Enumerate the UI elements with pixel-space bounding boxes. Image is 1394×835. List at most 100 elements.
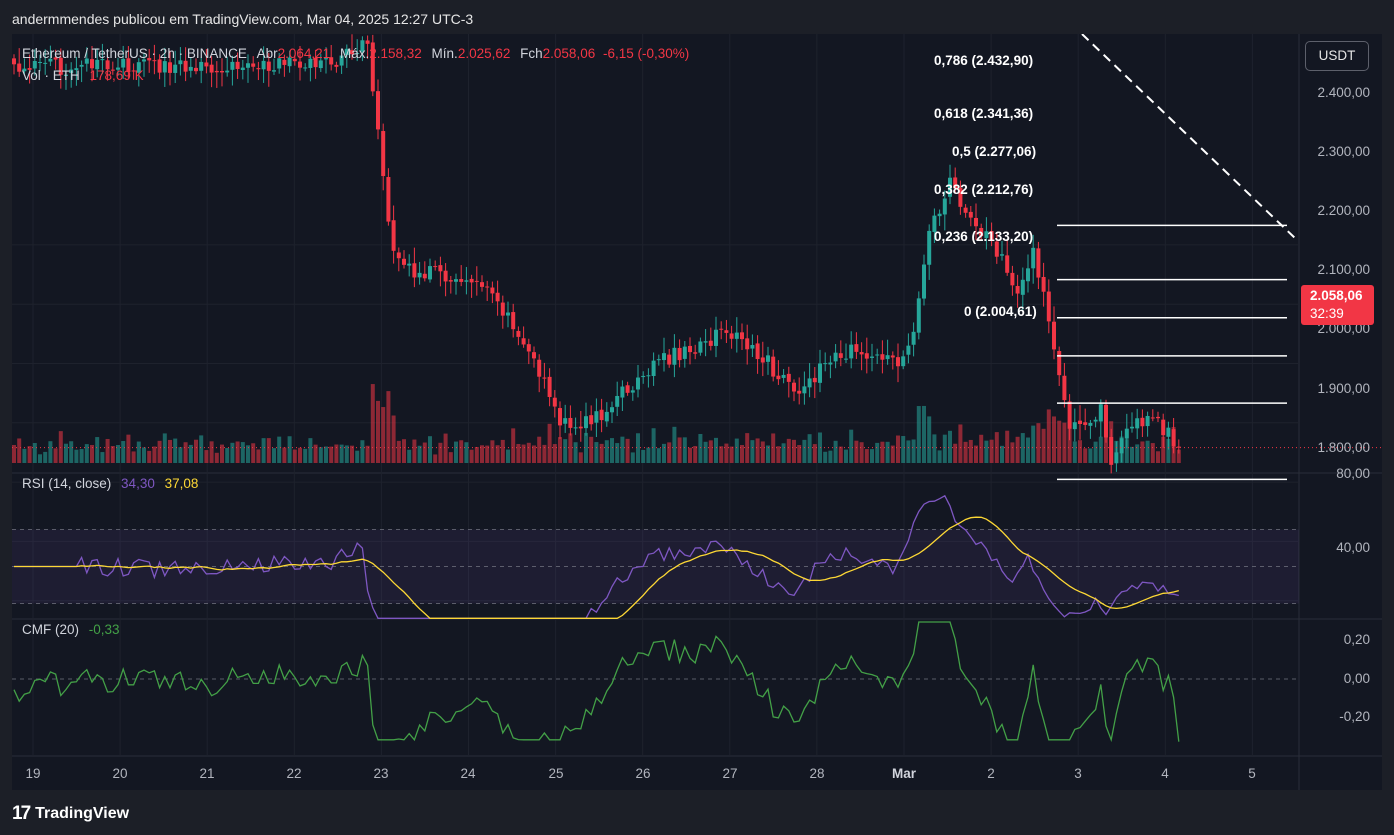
candle-body (542, 377, 547, 379)
volume-bar (641, 449, 646, 463)
candle-body (688, 345, 692, 353)
volume-bar (381, 407, 386, 463)
volume-bar (958, 424, 963, 463)
time-tick: 4 (1161, 766, 1169, 781)
candle-body (225, 70, 230, 73)
candle-body (1020, 279, 1025, 295)
volume-bar (469, 449, 474, 463)
candle-body (22, 68, 27, 72)
candle-body (256, 68, 261, 70)
volume-bar (240, 442, 245, 463)
candle-body (937, 213, 942, 217)
chart-canvas[interactable] (12, 34, 1382, 790)
candle-body (474, 280, 479, 282)
volume-bar (563, 439, 568, 463)
candle-body (168, 62, 172, 73)
volume-bar (183, 442, 188, 463)
volume-bar (1062, 422, 1067, 463)
candle-body (667, 354, 672, 365)
candle-body (43, 62, 48, 64)
volume-bar (948, 430, 952, 463)
volume-bar (896, 435, 900, 463)
candle-body (630, 390, 635, 393)
candle-body (1145, 415, 1150, 427)
volume-bar (599, 443, 604, 463)
volume-bar (667, 442, 672, 463)
volume-bar (516, 443, 521, 463)
volume-bar (708, 440, 713, 463)
candle-body (339, 55, 344, 66)
candle-body (532, 352, 536, 359)
volume-bar (485, 445, 490, 463)
candle-body (282, 59, 287, 65)
symbol-name[interactable]: Ethereum / TetherUS · 2h · BINANCE (22, 46, 247, 61)
candle-body (838, 353, 843, 358)
candle-body (573, 427, 578, 429)
volume-bar (79, 449, 84, 463)
candle-body (1135, 418, 1140, 429)
volume-bar (495, 445, 500, 463)
candle-body (1010, 272, 1015, 286)
volume-bar (428, 436, 432, 463)
tradingview-brand[interactable]: 17 TradingView (12, 802, 129, 826)
volume-bar (74, 449, 79, 463)
time-tick: 2 (987, 766, 995, 781)
volume-bar (615, 443, 620, 463)
rsi-title[interactable]: RSI (14, close) (22, 476, 112, 491)
volume-bar (204, 450, 209, 463)
volume-bar (147, 450, 152, 463)
volume-bar (823, 451, 828, 463)
candle-body (459, 279, 464, 282)
volume-bar (1026, 437, 1030, 463)
candle-body (948, 177, 952, 197)
high-value: 2.158,32 (369, 46, 422, 61)
volume-bar (438, 442, 443, 463)
publisher-text: andermmendes publicou em TradingView.com… (12, 11, 474, 27)
price-tick: 2.400,00 (1317, 85, 1370, 100)
rsi-ma-value: 37,08 (164, 476, 199, 491)
volume-bar (1098, 436, 1103, 463)
price-tick: 2.100,00 (1317, 262, 1370, 277)
volume-bar (303, 448, 308, 463)
volume-bar (526, 442, 531, 463)
volume-bar (677, 437, 682, 463)
open-label: Abr (256, 46, 278, 61)
candle-body (760, 357, 765, 363)
cmf-title[interactable]: CMF (20) (22, 622, 79, 637)
candle-body (402, 258, 406, 265)
candle-body (875, 354, 880, 356)
candle-body (131, 70, 136, 72)
volume-bar (854, 440, 859, 463)
candle-body (152, 60, 157, 62)
candle-body (412, 263, 417, 278)
volume-bar (162, 433, 167, 463)
volume-bar (844, 449, 848, 463)
candle-body (984, 231, 989, 238)
volume-bar (261, 438, 266, 463)
currency-button[interactable]: USDT (1305, 41, 1369, 71)
volume-bar (1150, 443, 1155, 463)
candle-body (1098, 404, 1103, 422)
fib-label-0382: 0,382 (2.212,76) (934, 182, 1034, 197)
candle-body (1000, 254, 1004, 256)
candle-body (1171, 429, 1176, 447)
volume-bar (459, 440, 464, 463)
time-tick: 27 (722, 766, 738, 781)
candle-body (864, 353, 869, 359)
volume-bar (110, 446, 115, 463)
volume-bar (578, 452, 583, 463)
volume-bar (38, 454, 42, 463)
candle-body (240, 67, 245, 71)
volume-bar (17, 438, 22, 463)
chart-area[interactable]: Ethereum / TetherUS · 2h · BINANCE Abr 2.… (12, 34, 1382, 790)
candle-body (578, 426, 583, 429)
candle-body (880, 354, 885, 360)
candle-body (823, 363, 828, 365)
volume-bar (313, 444, 318, 463)
candle-body (1057, 350, 1062, 376)
rsi-tick: 40,00 (1336, 540, 1370, 555)
candle-body (792, 382, 796, 392)
candle-body (750, 345, 755, 349)
candle-body (1176, 446, 1181, 448)
candle-body (454, 279, 458, 282)
